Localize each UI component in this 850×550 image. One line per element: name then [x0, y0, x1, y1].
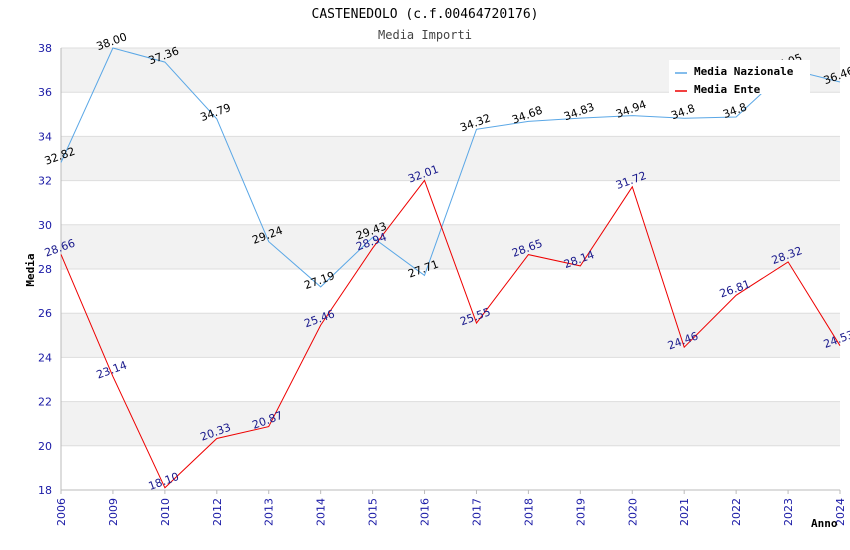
y-tick-label: 34 — [38, 130, 52, 143]
y-tick-label: 18 — [38, 484, 52, 497]
data-label-media-ente: 23.14 — [95, 359, 129, 382]
x-tick-label: 2013 — [263, 498, 276, 526]
legend-box — [669, 60, 810, 94]
series-line-media-nazionale — [60, 47, 841, 288]
y-axis-label: Media — [24, 253, 37, 286]
x-tick-label: 2024 — [834, 498, 847, 526]
legend-label-media-ente: Media Ente — [694, 83, 761, 96]
y-tick-label: 30 — [38, 219, 52, 232]
x-tick-label: 2010 — [159, 498, 172, 526]
y-tick-label: 28 — [38, 263, 52, 276]
chart-subtitle: Media Importi — [378, 28, 472, 42]
x-tick-label: 2006 — [55, 498, 68, 526]
y-tick-label: 38 — [38, 42, 52, 55]
x-tick-label: 2012 — [211, 498, 224, 526]
series-line-media-ente — [60, 179, 841, 489]
x-tick-label: 2016 — [419, 498, 432, 526]
data-label-media-nazionale: 34.83 — [562, 100, 596, 123]
x-tick-label: 2014 — [315, 498, 328, 526]
x-tick-label: 2020 — [626, 498, 639, 526]
grid-lines — [60, 47, 841, 494]
y-tick-label: 26 — [38, 307, 52, 320]
grid-band — [61, 136, 840, 181]
x-tick-label: 2021 — [678, 498, 691, 526]
grid-band — [61, 401, 840, 446]
x-tick-label: 2018 — [522, 498, 535, 526]
y-tick-label: 32 — [38, 175, 52, 188]
data-label-media-nazionale: 34.94 — [614, 98, 648, 121]
grid-band — [61, 224, 840, 269]
data-label-media-nazionale: 34.8 — [669, 102, 696, 123]
grid-band — [61, 313, 840, 358]
y-tick-label: 24 — [38, 351, 52, 364]
data-label-media-nazionale: 34.68 — [510, 104, 544, 127]
x-tick-label: 2019 — [574, 498, 587, 526]
legend: Media Nazionale Media Ente — [669, 60, 810, 96]
y-tick-label: 36 — [38, 86, 52, 99]
x-tick-label: 2015 — [367, 498, 380, 526]
x-axis-label: Anno — [811, 517, 838, 530]
data-label-media-nazionale: 34.32 — [458, 112, 492, 135]
x-tick-label: 2023 — [782, 498, 795, 526]
data-label-media-nazionale: 34.8 — [721, 100, 748, 121]
y-tick-label: 22 — [38, 396, 52, 409]
x-tick-labels: 2006 2009 2010 2012 2013 2014 2015 2016 2017 2018… — [55, 498, 847, 526]
legend-label-media-nazionale: Media Nazionale — [694, 65, 794, 78]
x-tick-label: 2022 — [730, 498, 743, 526]
x-tick-label: 2017 — [470, 498, 483, 526]
y-tick-label: 20 — [38, 440, 52, 453]
chart-title: CASTENEDOLO (c.f.00464720176) — [312, 7, 539, 22]
y-tick-labels: 18 20 22 24 26 28 30 32 34 36 38 — [38, 42, 52, 497]
data-label-media-nazionale: 27.19 — [302, 269, 336, 292]
x-tick-label: 2009 — [107, 498, 120, 526]
series-lines — [60, 47, 841, 489]
